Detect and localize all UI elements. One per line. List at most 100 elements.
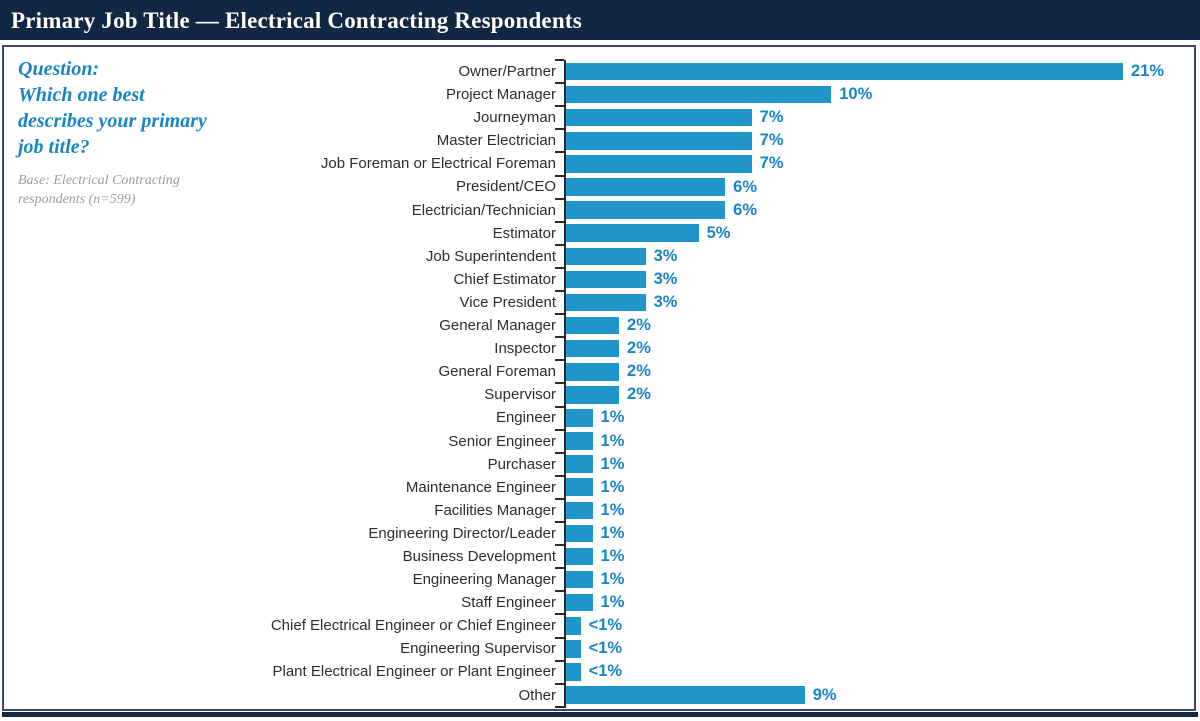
page-title: Primary Job Title — Electrical Contracti… bbox=[11, 8, 582, 33]
value-label: 1% bbox=[600, 431, 625, 450]
value-label: 1% bbox=[600, 547, 625, 566]
category-label: Estimator bbox=[492, 224, 556, 242]
value-label: 3% bbox=[653, 269, 678, 288]
category-labels: Owner/Partner Project Manager Journeyman Ma… bbox=[4, 60, 556, 707]
category-label: Purchaser bbox=[487, 455, 556, 473]
bar bbox=[566, 85, 832, 104]
axis-tick bbox=[555, 567, 564, 570]
bar bbox=[566, 155, 752, 173]
axis-ticks bbox=[555, 59, 564, 708]
axis-tick bbox=[555, 197, 564, 200]
bar-row: <1% bbox=[566, 637, 1164, 660]
bar-row: 9% bbox=[566, 684, 1164, 707]
value-label: 6% bbox=[733, 200, 757, 219]
question-body: Which one best describes your primary jo… bbox=[18, 84, 207, 158]
bar-row: 2% bbox=[566, 314, 1164, 337]
bar bbox=[566, 224, 699, 242]
value-label: 2% bbox=[627, 385, 651, 404]
bar-row: 3% bbox=[566, 268, 1164, 291]
value-label: 1% bbox=[600, 570, 625, 589]
category-label: Engineering Director/Leader bbox=[368, 524, 556, 542]
axis-tick bbox=[555, 636, 564, 639]
bar bbox=[566, 478, 593, 496]
bar-row: <1% bbox=[566, 614, 1164, 637]
bar bbox=[566, 386, 620, 404]
axis-tick bbox=[555, 313, 564, 316]
bar-row: 1% bbox=[566, 499, 1164, 522]
bar bbox=[566, 501, 593, 520]
category-label: Senior Engineer bbox=[448, 432, 556, 450]
bar bbox=[566, 524, 593, 543]
category-label: Engineering Manager bbox=[412, 571, 556, 589]
value-label: <1% bbox=[588, 616, 623, 635]
axis-tick bbox=[555, 266, 564, 269]
bar-row: 1% bbox=[566, 406, 1164, 429]
category-label: Engineering Supervisor bbox=[400, 640, 556, 658]
axis-tick bbox=[555, 682, 564, 685]
bar-row: 3% bbox=[566, 291, 1164, 314]
category-label: Job Superintendent bbox=[425, 247, 556, 265]
value-label: 5% bbox=[706, 223, 731, 242]
bar-row: 1% bbox=[566, 522, 1164, 545]
base-note: Base: Electrical Contracting respondents… bbox=[18, 173, 180, 207]
bar bbox=[566, 455, 593, 473]
axis-tick bbox=[555, 705, 564, 708]
bar-row: 1% bbox=[566, 430, 1164, 453]
axis-tick bbox=[555, 474, 564, 477]
value-label: 21% bbox=[1131, 62, 1165, 81]
value-label: 7% bbox=[759, 154, 784, 173]
value-label: 2% bbox=[627, 362, 651, 381]
axis-tick bbox=[555, 220, 564, 223]
axis-tick bbox=[555, 290, 564, 292]
bar bbox=[566, 132, 752, 150]
axis-tick bbox=[555, 451, 564, 454]
bar-row: 2% bbox=[566, 383, 1164, 406]
axis-tick bbox=[555, 105, 564, 108]
axis-tick bbox=[555, 590, 564, 593]
category-label: Chief Electrical Engineer or Chief Engin… bbox=[270, 617, 556, 635]
axis-tick bbox=[555, 82, 564, 85]
chart-panel: Question: Which one best describes your p… bbox=[2, 45, 1196, 711]
bar-row: 2% bbox=[566, 360, 1164, 383]
bar bbox=[566, 316, 620, 335]
category-label: Master Electrician bbox=[436, 132, 556, 150]
axis-tick bbox=[555, 659, 564, 662]
value-label: 1% bbox=[600, 523, 625, 542]
category-label: Staff Engineer bbox=[461, 594, 556, 612]
axis-tick bbox=[555, 128, 564, 131]
question-text: Question: Which one best describes your p… bbox=[18, 56, 223, 160]
category-label: Plant Electrical Engineer or Plant Engin… bbox=[272, 663, 557, 681]
bar bbox=[566, 62, 1123, 81]
bar bbox=[566, 663, 581, 681]
value-label: 7% bbox=[759, 131, 784, 150]
bar bbox=[566, 108, 752, 127]
value-label: <1% bbox=[588, 662, 623, 681]
value-label: 1% bbox=[600, 593, 625, 612]
value-label: 1% bbox=[600, 500, 625, 519]
category-label: Chief Estimator bbox=[453, 270, 556, 288]
category-label: Business Development bbox=[402, 547, 556, 565]
category-label: Owner/Partner bbox=[458, 63, 556, 80]
value-label: 9% bbox=[812, 685, 837, 704]
category-label: Vice President bbox=[459, 293, 556, 311]
bar-row: 7% bbox=[566, 106, 1164, 129]
bar bbox=[566, 178, 726, 196]
category-label: General Foreman bbox=[438, 363, 556, 381]
bar bbox=[566, 270, 646, 289]
category-label: Maintenance Engineer bbox=[405, 478, 556, 496]
value-label: 3% bbox=[653, 292, 678, 311]
bar-row: 21% bbox=[566, 60, 1164, 83]
bars-area: 21% 10% 7% 7% 7% 6% 6% 5% 3% 3% 3% 2% 2% 2% 2% 1% 1% 1% 1%… bbox=[564, 60, 1164, 708]
bottom-rule bbox=[2, 712, 1198, 717]
axis-tick bbox=[555, 151, 564, 154]
bar-row: 1% bbox=[566, 568, 1164, 591]
bar-row: 7% bbox=[566, 152, 1164, 175]
axis-tick bbox=[555, 59, 564, 61]
bar bbox=[566, 293, 646, 312]
bar-row: 1% bbox=[566, 476, 1164, 499]
bar-chart: Owner/Partner Project Manager Journeyman Ma… bbox=[4, 59, 1192, 708]
axis-tick bbox=[555, 243, 564, 246]
bar bbox=[566, 247, 646, 266]
axis-tick bbox=[555, 336, 564, 339]
category-label: Electrician/Technician bbox=[411, 201, 556, 219]
